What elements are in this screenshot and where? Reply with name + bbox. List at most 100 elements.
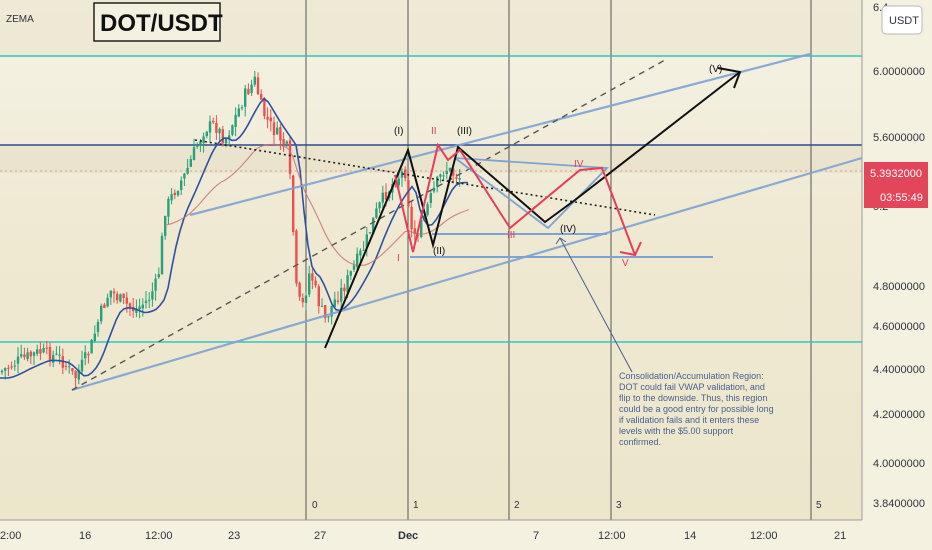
currency-button[interactable] <box>881 5 923 35</box>
note-line-1: Consolidation/Accumulation Region: <box>619 371 764 381</box>
red-wave-path <box>394 142 636 256</box>
candle-body <box>167 198 170 217</box>
candle-body <box>16 356 20 364</box>
candle-body <box>23 354 26 358</box>
candle-body <box>141 304 144 309</box>
candle-body <box>333 299 336 307</box>
candle-body <box>74 371 77 379</box>
candle-body <box>202 136 205 144</box>
wave-label-III: (III) <box>457 126 472 137</box>
price-tick-5.6: 5.6000000 <box>873 132 925 144</box>
candle-body <box>330 306 333 317</box>
upper-channel-line <box>189 52 811 217</box>
candle-body <box>416 235 420 237</box>
price-tick-4.0: 4.0000000 <box>873 458 925 470</box>
candle-body <box>212 120 215 123</box>
candle-body <box>432 187 436 192</box>
candle-body <box>314 280 317 286</box>
candle-body <box>68 366 71 368</box>
candle-body <box>176 191 180 196</box>
candle-body <box>186 167 189 174</box>
candle-body <box>26 352 29 360</box>
candle-body <box>343 287 346 292</box>
current-price-value: 5.3932000 <box>870 168 922 180</box>
candle-body <box>260 94 263 100</box>
candle-body <box>378 202 381 209</box>
candle-body <box>445 171 448 174</box>
candle-body <box>253 76 256 85</box>
candle-body <box>96 321 100 332</box>
red-wave-arrowhead <box>619 241 642 257</box>
candle-body <box>308 273 311 295</box>
candle-body <box>295 230 298 284</box>
candle-body <box>359 250 362 256</box>
price-axis[interactable] <box>862 0 932 550</box>
candle-body <box>231 125 234 135</box>
candle-body <box>250 84 253 93</box>
candle-body <box>346 275 349 293</box>
candle-body <box>122 293 125 299</box>
candle-body <box>183 173 186 179</box>
candle-body <box>170 194 173 201</box>
wave-label-I: (I) <box>394 126 403 137</box>
candle-body <box>4 368 7 371</box>
candle-body <box>151 291 154 300</box>
time-axis[interactable] <box>0 520 932 550</box>
candle-body <box>48 347 52 362</box>
time-tick-27: 27 <box>314 530 326 542</box>
wave-label-V: (V) <box>709 64 722 75</box>
candle-body <box>404 169 407 179</box>
candle-body <box>45 347 48 349</box>
candle-body <box>154 278 157 291</box>
candle-body <box>125 297 128 304</box>
candle-body <box>298 282 301 297</box>
candle-body <box>20 354 23 357</box>
candle-body <box>336 300 340 303</box>
candle-body <box>205 131 208 137</box>
current-price-badge <box>864 162 928 208</box>
candle-body <box>39 349 42 354</box>
candle-body <box>93 333 96 342</box>
candle-body <box>368 232 372 234</box>
time-axis-ticks: 2:00 16 12:00 23 27 Dec 7 12:00 14 12:00… <box>0 530 846 542</box>
candle-body <box>439 174 442 177</box>
candle-body <box>58 354 61 356</box>
cycle-label-3: 3 <box>616 500 622 511</box>
time-tick-16: 16 <box>79 530 91 542</box>
price-tick-3.84: 3.8400000 <box>873 498 925 510</box>
time-tick-7: 7 <box>533 530 539 542</box>
candle-body <box>240 107 244 109</box>
candle-body <box>340 287 343 302</box>
candle-body <box>420 219 423 238</box>
cycle-label-2: 2 <box>514 500 520 511</box>
candle-body <box>397 178 400 186</box>
candle-body <box>317 286 320 307</box>
cycle-labels: 0 1 2 3 5 <box>312 500 822 511</box>
candle-body <box>208 121 212 133</box>
candle-body <box>224 138 228 144</box>
note-pointer-arrowhead <box>555 237 567 245</box>
red-wave-labels: I II III IV V <box>397 126 629 269</box>
wave-label-II: (II) <box>433 246 445 257</box>
candle-body <box>304 295 308 303</box>
time-tick-14: 14 <box>684 530 696 542</box>
candle-body <box>112 291 116 294</box>
candle-body <box>256 77 260 95</box>
candle-body <box>29 351 32 357</box>
price-tick-4.2: 4.2000000 <box>873 409 925 421</box>
time-tick-23: 23 <box>228 530 240 542</box>
note-line-7: confirmed. <box>619 437 661 447</box>
price-axis-ticks: 6.4 6.0000000 5.6000000 5.2 4.8000000 4.… <box>873 2 925 510</box>
price-tick-4.4: 4.4000000 <box>873 364 925 376</box>
wave-label-IV: (IV) <box>560 224 576 235</box>
candle-body <box>324 305 327 319</box>
candle-body <box>266 116 269 120</box>
candle-body <box>106 297 109 307</box>
candle-body <box>77 370 80 380</box>
time-tick-dec: Dec <box>398 530 418 542</box>
candle-body <box>292 175 295 232</box>
candle-body <box>436 176 439 187</box>
red-label-IV: IV <box>574 159 584 170</box>
candle-body <box>272 122 276 136</box>
